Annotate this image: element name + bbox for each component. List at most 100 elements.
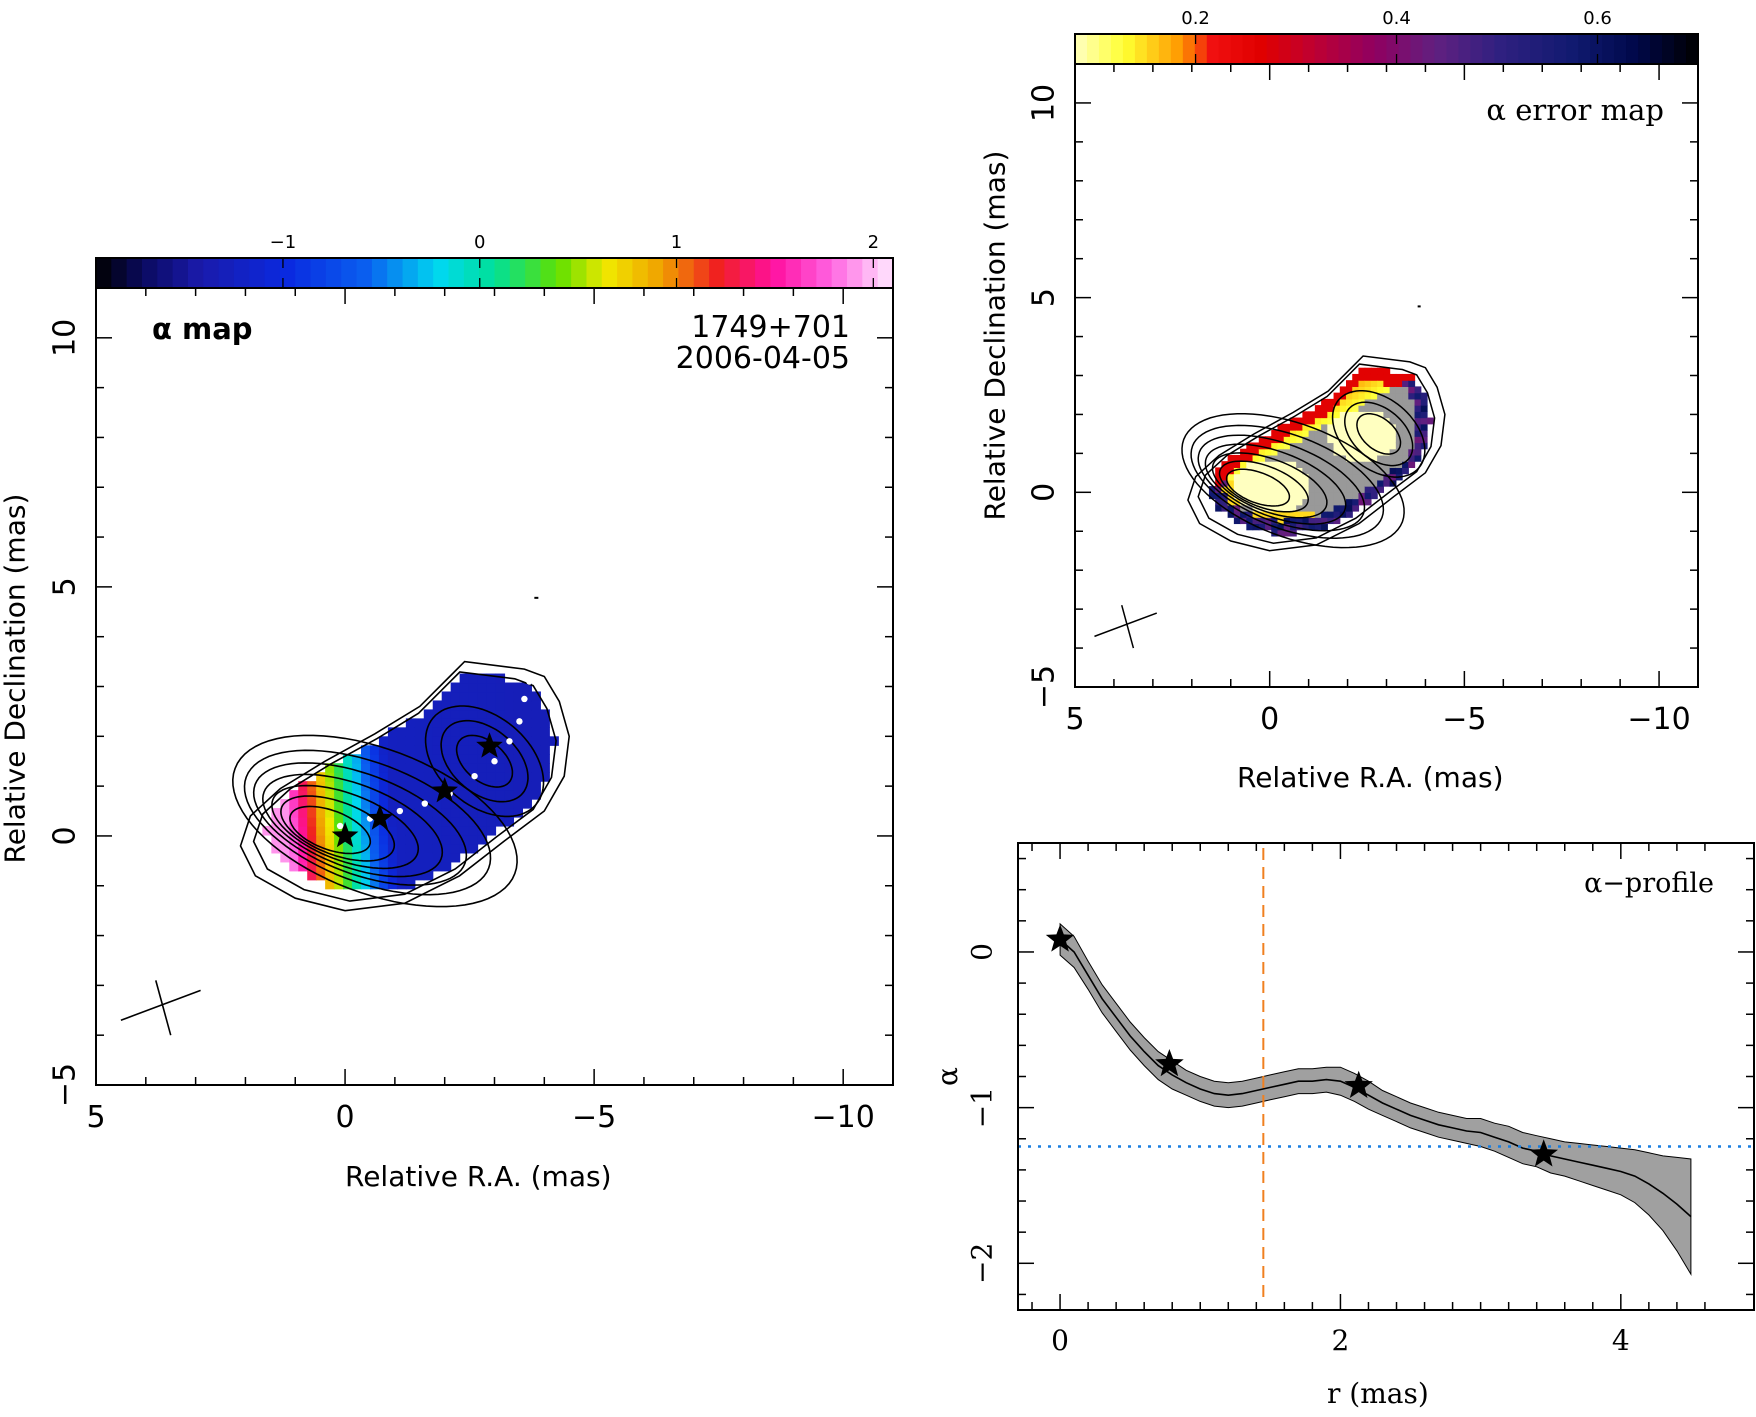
error-pixel bbox=[1415, 393, 1422, 400]
alpha-pixel bbox=[451, 691, 461, 701]
error-pixel bbox=[1290, 499, 1297, 506]
error-pixel bbox=[1371, 492, 1378, 499]
error-map-colorbar-segment bbox=[1315, 34, 1328, 64]
error-map-colorbar-segment bbox=[1147, 34, 1160, 64]
error-pixel bbox=[1408, 393, 1415, 400]
error-pixel bbox=[1327, 499, 1334, 506]
alpha-pixel bbox=[316, 808, 326, 818]
error-pixel bbox=[1390, 374, 1397, 381]
error-pixel bbox=[1246, 474, 1253, 481]
alpha-pixel bbox=[487, 826, 497, 836]
alpha-pixel bbox=[522, 799, 532, 809]
alpha-pixel bbox=[370, 844, 380, 854]
alpha-pixel bbox=[397, 736, 407, 746]
alpha-pixel bbox=[540, 736, 550, 746]
alpha-pixel bbox=[316, 817, 326, 827]
alpha-pixel bbox=[531, 736, 541, 746]
error-pixel bbox=[1290, 492, 1297, 499]
alpha-pixel bbox=[307, 817, 317, 827]
error-pixel bbox=[1427, 418, 1434, 425]
alpha-pixel bbox=[433, 862, 443, 872]
alpha-pixel bbox=[513, 700, 523, 710]
error-pixel bbox=[1358, 386, 1365, 393]
error-pixel bbox=[1383, 374, 1390, 381]
alpha-pixel bbox=[513, 736, 523, 746]
alpha-pixel bbox=[495, 691, 505, 701]
error-pixel bbox=[1309, 499, 1316, 506]
error-pixel bbox=[1390, 436, 1397, 443]
error-pixel bbox=[1265, 486, 1272, 493]
alpha-map-colorbar-segment bbox=[234, 258, 250, 288]
alpha-pixel bbox=[540, 727, 550, 737]
error-pixel bbox=[1327, 505, 1334, 512]
ridge-point bbox=[521, 696, 527, 702]
alpha-pixel bbox=[388, 817, 398, 827]
alpha-pixel bbox=[495, 700, 505, 710]
error-pixel bbox=[1396, 374, 1403, 381]
error-pixel bbox=[1284, 455, 1291, 462]
error-pixel bbox=[1402, 386, 1409, 393]
alpha-map-colorbar-segment bbox=[862, 258, 878, 288]
alpha-pixel bbox=[343, 781, 353, 791]
error-pixel bbox=[1284, 505, 1291, 512]
alpha-pixel bbox=[307, 790, 317, 800]
alpha-pixel bbox=[424, 835, 434, 845]
alpha-pixel bbox=[442, 844, 452, 854]
error-pixel bbox=[1296, 492, 1303, 499]
alpha-map-colorbar-segment bbox=[571, 258, 587, 288]
alpha-pixel bbox=[478, 772, 488, 782]
alpha-map-colorbar-segment bbox=[403, 258, 419, 288]
error-pixel bbox=[1402, 449, 1409, 456]
alpha-pixel bbox=[415, 736, 425, 746]
error-pixel bbox=[1327, 467, 1334, 474]
error-map-colorbar-segment bbox=[1602, 34, 1615, 64]
error-pixel bbox=[1358, 368, 1365, 375]
alpha-pixel bbox=[298, 808, 308, 818]
alpha-pixel bbox=[495, 674, 505, 684]
alpha-pixel bbox=[298, 817, 308, 827]
alpha-pixel bbox=[397, 853, 407, 863]
ridge-point bbox=[526, 678, 532, 684]
alpha-map-colorbar-label: 1 bbox=[671, 232, 682, 253]
error-pixel bbox=[1383, 442, 1390, 449]
error-pixel bbox=[1365, 380, 1372, 387]
error-pixel bbox=[1415, 411, 1422, 418]
error-pixel bbox=[1352, 474, 1359, 481]
error-pixel bbox=[1309, 418, 1316, 425]
error-pixel bbox=[1390, 455, 1397, 462]
error-pixel bbox=[1390, 430, 1397, 437]
error-pixel bbox=[1259, 480, 1266, 487]
alpha-map-colorbar-segment bbox=[249, 258, 265, 288]
alpha-map-colorbar-segment bbox=[372, 258, 388, 288]
alpha-pixel bbox=[469, 691, 479, 701]
error-pixel bbox=[1365, 499, 1372, 506]
error-map-colorbar-segment bbox=[1638, 34, 1651, 64]
alpha-map-colorbar-segment bbox=[847, 258, 863, 288]
error-pixel bbox=[1383, 455, 1390, 462]
alpha-map-colorbar-segment bbox=[203, 258, 219, 288]
ridge-point bbox=[337, 823, 343, 829]
error-pixel bbox=[1309, 411, 1316, 418]
error-map-xtick-label: −5 bbox=[1442, 702, 1486, 737]
alpha-pixel bbox=[495, 772, 505, 782]
alpha-pixel bbox=[406, 781, 416, 791]
alpha-pixel bbox=[469, 683, 479, 693]
error-pixel bbox=[1408, 405, 1415, 412]
alpha-map-colorbar-segment bbox=[341, 258, 357, 288]
error-map-ytick-label: −5 bbox=[1027, 665, 1062, 709]
error-pixel bbox=[1309, 467, 1316, 474]
error-pixel bbox=[1309, 455, 1316, 462]
alpha-map-colorbar-segment bbox=[142, 258, 158, 288]
error-pixel bbox=[1346, 499, 1353, 506]
error-pixel bbox=[1302, 480, 1309, 487]
alpha-map-colorbar-segment bbox=[111, 258, 127, 288]
error-pixel bbox=[1358, 480, 1365, 487]
alpha-pixel bbox=[298, 790, 308, 800]
alpha-map-colorbar-segment bbox=[495, 258, 511, 288]
error-pixel bbox=[1365, 368, 1372, 375]
alpha-pixel bbox=[442, 799, 452, 809]
error-map-colorbar-segment bbox=[1243, 34, 1256, 64]
error-pixel bbox=[1296, 461, 1303, 468]
error-pixel bbox=[1234, 480, 1241, 487]
